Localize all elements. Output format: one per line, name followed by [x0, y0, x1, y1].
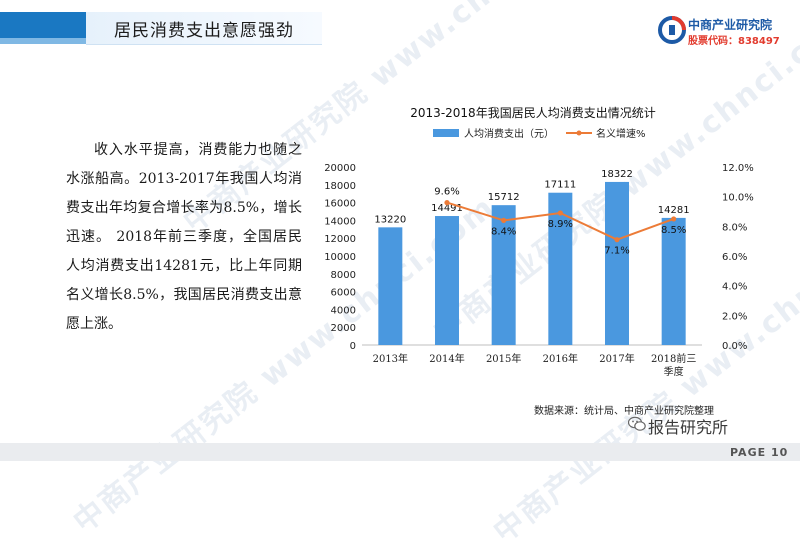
company-logo: 中商产业研究院 股票代码：838497 [658, 14, 786, 48]
y-right-tick-label: 6.0% [722, 252, 747, 263]
bar-value-label: 14281 [658, 205, 690, 216]
y-left-tick-label: 16000 [324, 199, 356, 210]
y-left-tick-label: 12000 [324, 234, 356, 245]
legend-marker [576, 130, 582, 136]
growth-label: 8.4% [491, 226, 516, 237]
bar-value-label: 15712 [488, 192, 520, 203]
bar [491, 205, 516, 345]
growth-point [444, 200, 450, 206]
growth-point [557, 210, 563, 216]
header-accent-bar [0, 12, 86, 40]
y-left-tick-label: 4000 [331, 305, 356, 316]
y-left-tick-label: 10000 [324, 252, 356, 263]
legend-label: 名义增速% [596, 127, 646, 140]
growth-label: 9.6% [434, 187, 459, 198]
x-tick-label: 季度 [664, 365, 684, 378]
bar [378, 227, 403, 345]
legend-swatch-bar [433, 129, 459, 137]
wechat-account-name: 报告研究所 [648, 418, 729, 437]
body-text: 收入水平提高，消费能力也随之水涨船高。2013-2017年我国人均消费支出年均复… [66, 142, 302, 332]
bar [548, 192, 573, 345]
x-tick-label: 2018前三 [651, 352, 696, 365]
bar-value-label: 14491 [431, 203, 463, 214]
y-right-tick-label: 0.0% [722, 341, 747, 352]
header-accent-strip [0, 38, 86, 44]
y-left-tick-label: 0 [350, 341, 356, 352]
bar-value-label: 18322 [601, 169, 633, 180]
bar-value-label: 17111 [544, 180, 576, 191]
chart-title: 2013-2018年我国居民人均消费支出情况统计 [410, 106, 655, 120]
x-tick-label: 2017年 [599, 352, 634, 365]
logo-name: 中商产业研究院 [688, 18, 773, 32]
y-right-tick-label: 2.0% [722, 311, 747, 322]
growth-label: 8.9% [548, 219, 573, 230]
bar [605, 181, 629, 345]
page-footer-bar [0, 443, 800, 461]
logo-mark-icon [658, 16, 686, 44]
data-source-note: 数据来源：统计局、中商产业研究院整理 [534, 406, 714, 417]
page-number: PAGE 10 [730, 446, 789, 459]
stock-code: 股票代码：838497 [688, 36, 780, 47]
growth-point [501, 217, 507, 223]
y-right-tick-label: 4.0% [722, 282, 747, 293]
header-divider [86, 44, 322, 45]
legend-label: 人均消费支出（元） [464, 127, 554, 140]
y-left-tick-label: 20000 [324, 163, 356, 174]
header-band [86, 12, 322, 44]
growth-label: 8.5% [661, 225, 686, 236]
bar [661, 217, 686, 345]
x-tick-label: 2014年 [429, 352, 464, 365]
bar-value-label: 13220 [374, 214, 406, 225]
bar [435, 216, 459, 345]
y-left-tick-label: 14000 [324, 216, 356, 227]
y-right-tick-label: 10.0% [722, 193, 754, 204]
x-tick-label: 2013年 [373, 352, 408, 365]
y-left-tick-label: 18000 [324, 181, 356, 192]
y-right-tick-label: 12.0% [722, 163, 754, 174]
x-tick-label: 2015年 [486, 352, 521, 365]
growth-label: 7.1% [604, 246, 629, 257]
wechat-icon [628, 416, 646, 431]
y-left-tick-label: 2000 [331, 323, 356, 334]
growth-point [671, 216, 677, 222]
y-left-tick-label: 6000 [331, 288, 356, 299]
y-left-tick-label: 8000 [331, 270, 356, 281]
page-title: 居民消费支出意愿强劲 [114, 21, 294, 41]
x-tick-label: 2016年 [543, 352, 578, 365]
y-right-tick-label: 8.0% [722, 222, 747, 233]
growth-point [614, 237, 620, 243]
